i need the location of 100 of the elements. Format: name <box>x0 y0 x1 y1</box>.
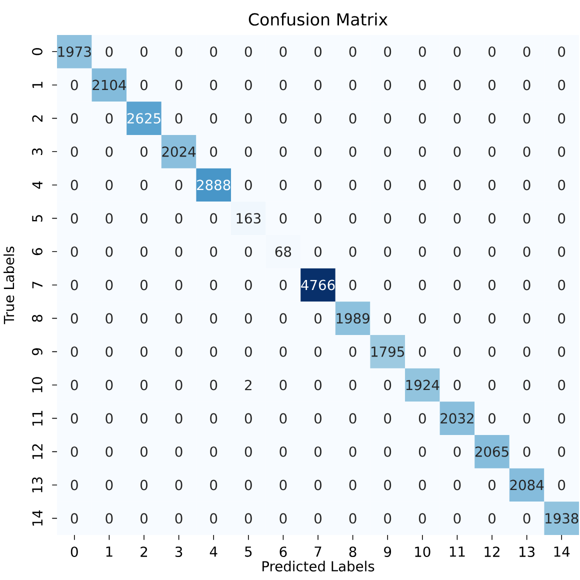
data-label: 2 <box>245 380 252 390</box>
data-label: 0 <box>210 146 218 157</box>
data-label: 0 <box>488 513 496 524</box>
data-label: 0 <box>454 246 461 257</box>
data-label: 1924 <box>406 380 440 390</box>
data-label: 0 <box>523 80 530 90</box>
data-label: 1973 <box>58 46 91 57</box>
data-label: 0 <box>140 180 148 190</box>
data-label: 0 <box>70 146 78 157</box>
data-label: 0 <box>558 46 566 57</box>
data-label: 0 <box>314 446 322 457</box>
data-label: 0 <box>280 113 287 124</box>
data-label: 0 <box>488 380 496 390</box>
data-label: 0 <box>140 413 148 424</box>
data-label: 0 <box>280 280 287 290</box>
data-label: 0 <box>70 346 78 357</box>
data-label: 0 <box>210 313 218 324</box>
data-label: 0 <box>280 313 287 324</box>
data-label: 0 <box>418 246 426 257</box>
data-label: 0 <box>106 413 113 424</box>
data-label: 0 <box>418 480 426 490</box>
data-label: 0 <box>106 146 113 157</box>
data-label: 2032 <box>440 413 474 424</box>
data-label: 0 <box>244 413 252 424</box>
data-label: 0 <box>280 446 287 457</box>
data-label: 0 <box>244 180 252 190</box>
data-label: 0 <box>210 446 218 457</box>
data-label: 0 <box>523 146 530 157</box>
y-axis-title: True Labels <box>4 246 14 324</box>
data-label: 0 <box>488 146 496 157</box>
data-label: 0 <box>418 46 426 57</box>
y-tick-label: 0 <box>32 48 42 56</box>
data-label: 0 <box>244 313 252 324</box>
data-label: 0 <box>140 480 148 490</box>
data-label: 0 <box>70 280 78 290</box>
data-label: 0 <box>558 413 566 424</box>
data-label: 0 <box>349 380 356 390</box>
data-label: 0 <box>70 80 78 90</box>
data-label: 0 <box>454 146 461 157</box>
data-label: 2625 <box>127 113 160 124</box>
data-label: 0 <box>384 446 392 457</box>
data-label: 0 <box>140 280 148 290</box>
y-tick-label: 4 <box>32 181 42 189</box>
y-tick-label: 2 <box>32 115 42 122</box>
data-label: 0 <box>454 446 461 457</box>
data-label: 0 <box>384 280 392 290</box>
data-label: 0 <box>349 46 356 57</box>
data-label: 0 <box>558 446 566 457</box>
data-label: 0 <box>314 380 322 390</box>
data-label: 0 <box>210 346 218 357</box>
x-axis-title: Predicted Labels <box>262 560 374 572</box>
data-label: 0 <box>70 513 78 524</box>
y-tick-label: 6 <box>32 248 42 256</box>
data-label: 0 <box>488 80 496 90</box>
data-label: 0 <box>454 80 461 90</box>
data-label: 0 <box>349 280 356 290</box>
data-label: 0 <box>106 480 113 490</box>
data-label: 0 <box>140 80 148 90</box>
data-label: 0 <box>140 380 148 390</box>
data-label: 0 <box>244 80 252 90</box>
data-label: 0 <box>454 346 461 357</box>
data-label: 0 <box>349 146 356 157</box>
data-label: 0 <box>454 480 461 490</box>
data-label: 0 <box>314 46 322 57</box>
data-label: 0 <box>314 480 322 490</box>
data-label: 0 <box>523 280 530 290</box>
data-label: 0 <box>523 246 530 257</box>
data-label: 0 <box>418 313 426 324</box>
data-label: 0 <box>349 480 356 490</box>
data-label: 0 <box>280 513 287 524</box>
data-label: 0 <box>488 213 496 224</box>
data-label: 0 <box>558 146 566 157</box>
data-label: 0 <box>454 513 461 524</box>
data-label: 0 <box>106 313 113 324</box>
data-label: 2065 <box>475 446 508 457</box>
data-label: 2888 <box>197 180 230 190</box>
data-label: 0 <box>349 246 356 257</box>
data-label: 0 <box>418 80 426 90</box>
data-label: 0 <box>384 480 392 490</box>
x-tick-label: 9 <box>384 546 392 557</box>
data-label: 0 <box>523 513 530 524</box>
x-tick-label: 3 <box>175 546 182 557</box>
data-label: 0 <box>523 180 530 190</box>
y-tick-label: 10 <box>32 377 42 392</box>
data-label: 0 <box>106 180 113 190</box>
data-label: 0 <box>175 80 182 90</box>
x-tick-label: 8 <box>349 546 356 557</box>
data-label: 0 <box>314 413 322 424</box>
data-label: 0 <box>280 480 287 490</box>
data-label: 0 <box>280 380 287 390</box>
data-label: 0 <box>175 280 182 290</box>
data-label: 0 <box>106 113 113 124</box>
data-label: 0 <box>244 246 252 257</box>
data-label: 0 <box>175 246 182 257</box>
x-tick-label: 10 <box>415 546 430 557</box>
data-label: 0 <box>175 313 182 324</box>
data-label: 0 <box>175 180 182 190</box>
data-label: 0 <box>175 413 182 424</box>
data-label: 0 <box>454 46 461 57</box>
data-label: 0 <box>418 413 426 424</box>
